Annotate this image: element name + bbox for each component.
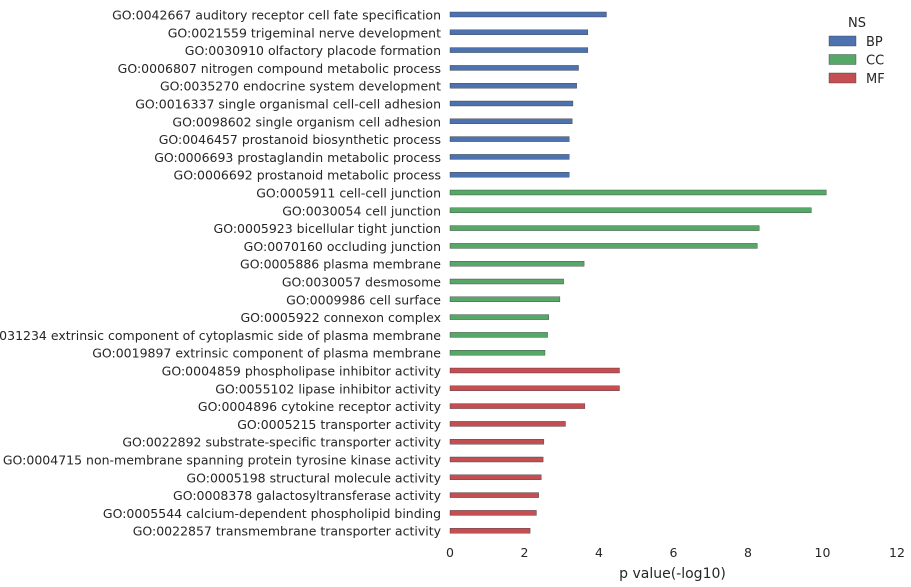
category-label: GO:0070160 occluding junction <box>244 239 441 254</box>
bar-mf <box>449 385 620 391</box>
category-label: GO:0004715 non-membrane spanning protein… <box>3 453 442 468</box>
category-label: GO:0016337 single organismal cell-cell a… <box>135 97 441 112</box>
legend-swatch-bp <box>828 35 857 47</box>
category-label: GO:0008378 galactosyltransferase activit… <box>173 488 442 503</box>
x-tick-label: 12 <box>889 545 905 560</box>
bar-mf <box>449 456 544 463</box>
category-label: GO:0005922 connexon complex <box>240 310 441 325</box>
x-tick-label: 2 <box>521 545 529 560</box>
category-label: GO:0055102 lipase inhibitor activity <box>215 381 441 396</box>
category-label: GO:0009986 cell surface <box>286 292 441 307</box>
bar-mf <box>449 510 537 516</box>
category-label: GO:0030054 cell junction <box>282 203 441 218</box>
legend-swatch-cc <box>828 54 857 65</box>
x-tick-labels-group: 0 2 4 6 8 10 12 <box>446 545 905 560</box>
bar-bp <box>449 29 589 35</box>
x-tick-label: 6 <box>670 545 678 560</box>
bar-bp <box>449 118 573 125</box>
bar-cc <box>449 225 760 231</box>
bar-bp <box>449 154 570 160</box>
bar-bp <box>449 100 574 107</box>
bar-cc <box>449 314 549 320</box>
x-tick-label: 10 <box>815 545 831 560</box>
bar-mf <box>449 492 539 498</box>
category-label: GO:0005911 cell-cell junction <box>256 186 441 201</box>
legend-swatch-mf <box>828 72 857 84</box>
bar-cc <box>449 332 548 338</box>
bar-cc <box>449 261 585 267</box>
x-tick-label: 0 <box>446 545 454 560</box>
x-tick-label: 4 <box>595 545 603 560</box>
category-label: GO:0005544 calcium-dependent phospholipi… <box>103 506 441 521</box>
bar-cc <box>449 207 812 214</box>
bar-mf <box>449 528 531 534</box>
category-label: GO:0004896 cytokine receptor activity <box>198 399 442 414</box>
bar-mf <box>449 439 545 445</box>
category-label: GO:0030910 olfactory placode formation <box>185 43 441 58</box>
category-label: GO:0005923 bicellular tight junction <box>214 221 441 236</box>
category-label: GO:0098602 single organism cell adhesion <box>172 114 441 129</box>
category-label: GO:0005886 plasma membrane <box>240 257 441 272</box>
bar-cc <box>449 278 564 285</box>
category-label: GO:0046457 prostanoid biosynthetic proce… <box>159 132 441 147</box>
bars-group <box>449 11 827 534</box>
category-label: GO:0006693 prostaglandin metabolic proce… <box>154 150 441 165</box>
category-label: GO:0035270 endocrine system development <box>160 79 441 94</box>
legend-title: NS <box>848 16 866 31</box>
bar-mf <box>449 403 586 409</box>
legend-label-bp: BP <box>866 35 883 50</box>
bar-cc <box>449 189 827 196</box>
category-label: GO:0004859 phospholipase inhibitor activ… <box>162 364 442 379</box>
bar-bp <box>449 65 579 71</box>
bar-cc <box>449 296 561 302</box>
x-axis-title: p value(-log10) <box>619 566 726 582</box>
category-label: GO:0006807 nitrogen compound metabolic p… <box>118 61 441 76</box>
category-label: GO:0006692 prostanoid metabolic process <box>174 168 441 183</box>
category-label: GO:0022892 substrate-specific transporte… <box>122 435 441 450</box>
bar-bp <box>449 136 570 142</box>
category-label: GO:0022857 transmembrane transporter act… <box>133 524 442 539</box>
legend-entries: BP CC MF <box>828 35 885 87</box>
bar-bp <box>449 82 577 89</box>
legend: NS BP CC MF <box>828 16 885 87</box>
category-label: GO:0021559 trigeminal nerve development <box>168 25 441 40</box>
category-labels-group: GO:0042667 auditory receptor cell fate s… <box>0 8 442 539</box>
bar-bp <box>449 171 570 178</box>
category-label: GO:0031234 extrinsic component of cytopl… <box>0 328 441 343</box>
bar-bp <box>449 47 589 53</box>
legend-label-cc: CC <box>866 54 884 69</box>
category-label: GO:0019897 extrinsic component of plasma… <box>92 346 441 361</box>
bar-cc <box>449 243 758 249</box>
category-label: GO:0042667 auditory receptor cell fate s… <box>112 8 441 23</box>
bar-cc <box>449 350 546 356</box>
category-label: GO:0030057 desmosome <box>282 275 441 290</box>
bar-mf <box>449 367 620 374</box>
bar-bp <box>449 11 607 18</box>
bar-mf <box>449 421 566 427</box>
category-label: GO:0005215 transporter activity <box>237 417 441 432</box>
x-tick-label: 8 <box>744 545 752 560</box>
bar-mf <box>449 474 542 480</box>
category-label: GO:0005198 structural molecule activity <box>186 470 441 485</box>
legend-label-mf: MF <box>866 72 885 87</box>
